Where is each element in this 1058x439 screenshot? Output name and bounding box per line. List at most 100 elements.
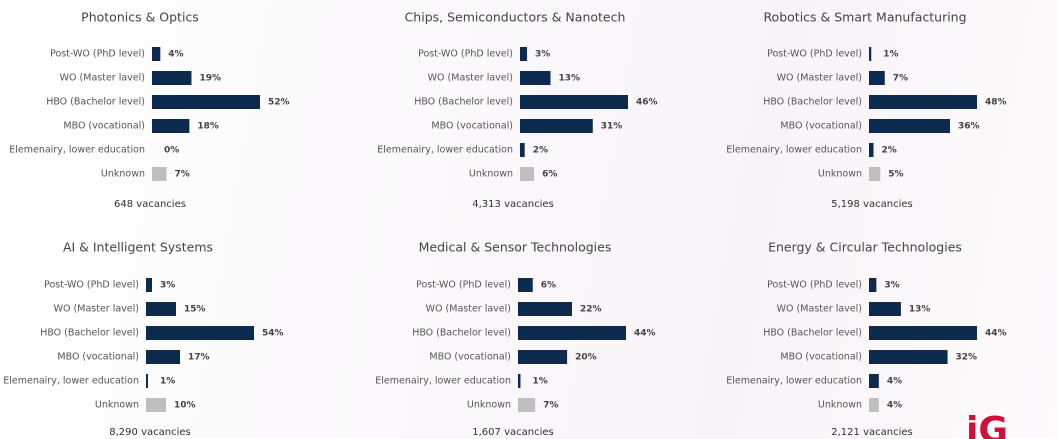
category-label: Post-WO (PhD level) bbox=[767, 280, 862, 291]
bar bbox=[152, 71, 192, 85]
value-label: 44% bbox=[634, 329, 656, 339]
logo: iG bbox=[966, 410, 1008, 439]
value-label: 6% bbox=[541, 281, 556, 291]
value-label: 3% bbox=[160, 281, 175, 291]
footnote: 648 vacancies bbox=[114, 199, 186, 210]
value-label: 32% bbox=[956, 353, 978, 363]
category-label: HBO (Bachelor level) bbox=[46, 97, 145, 108]
category-label: MBO (vocational) bbox=[63, 121, 145, 132]
category-label: HBO (Bachelor level) bbox=[414, 97, 513, 108]
bar bbox=[146, 278, 152, 292]
footnote: 4,313 vacancies bbox=[472, 199, 553, 210]
category-label: Unknown bbox=[467, 400, 511, 411]
value-label: 1% bbox=[883, 50, 898, 60]
bar bbox=[869, 278, 877, 292]
bar bbox=[520, 47, 528, 61]
footnote: 5,198 vacancies bbox=[831, 199, 912, 210]
category-label: MBO (vocational) bbox=[57, 352, 139, 363]
category-label: MBO (vocational) bbox=[429, 352, 511, 363]
bar bbox=[146, 326, 254, 340]
value-label: 4% bbox=[887, 401, 902, 411]
bar bbox=[518, 302, 572, 316]
bar bbox=[869, 71, 885, 85]
value-label: 7% bbox=[543, 401, 558, 411]
category-label: HBO (Bachelor level) bbox=[412, 328, 511, 339]
value-label: 17% bbox=[188, 353, 210, 363]
bar bbox=[146, 374, 148, 388]
category-label: WO (Master lavel) bbox=[777, 73, 862, 84]
category-label: Post-WO (PhD level) bbox=[418, 49, 513, 60]
value-label: 5% bbox=[888, 170, 903, 180]
bar bbox=[152, 95, 260, 109]
chart-title: Robotics & Smart Manufacturing bbox=[763, 10, 966, 25]
category-label: Elemenairy, lower education bbox=[9, 145, 145, 156]
category-label: Unknown bbox=[818, 169, 862, 180]
value-label: 4% bbox=[887, 377, 902, 387]
bar bbox=[146, 398, 166, 412]
value-label: 15% bbox=[184, 305, 206, 315]
bar bbox=[146, 302, 176, 316]
bar bbox=[869, 167, 881, 181]
category-label: Elemenairy, lower education bbox=[377, 145, 513, 156]
bar bbox=[869, 119, 950, 133]
value-label: 44% bbox=[985, 329, 1007, 339]
bar bbox=[869, 302, 901, 316]
category-label: WO (Master lavel) bbox=[428, 73, 513, 84]
footnote: 8,290 vacancies bbox=[109, 427, 190, 438]
value-label: 3% bbox=[884, 281, 899, 291]
value-label: 7% bbox=[893, 74, 908, 84]
chart-title: Photonics & Optics bbox=[81, 10, 199, 25]
bar bbox=[518, 278, 533, 292]
value-label: 4% bbox=[168, 50, 183, 60]
category-label: WO (Master lavel) bbox=[777, 304, 862, 315]
bar bbox=[869, 398, 879, 412]
value-label: 2% bbox=[882, 146, 897, 156]
category-label: HBO (Bachelor level) bbox=[763, 328, 862, 339]
value-label: 10% bbox=[174, 401, 196, 411]
chart-title: Energy & Circular Technologies bbox=[768, 240, 962, 255]
category-label: Unknown bbox=[818, 400, 862, 411]
bar bbox=[869, 350, 948, 364]
category-label: WO (Master lavel) bbox=[426, 304, 511, 315]
value-label: 1% bbox=[160, 377, 175, 387]
category-label: Post-WO (PhD level) bbox=[416, 280, 511, 291]
category-label: MBO (vocational) bbox=[780, 352, 862, 363]
bar bbox=[869, 95, 977, 109]
value-label: 36% bbox=[958, 122, 980, 132]
value-label: 20% bbox=[575, 353, 597, 363]
category-label: Elemenairy, lower education bbox=[3, 376, 139, 387]
bar bbox=[869, 47, 872, 61]
bar bbox=[146, 350, 180, 364]
value-label: 2% bbox=[533, 146, 548, 156]
category-label: Unknown bbox=[469, 169, 513, 180]
category-label: Unknown bbox=[101, 169, 145, 180]
value-label: 46% bbox=[636, 98, 658, 108]
category-label: Post-WO (PhD level) bbox=[44, 280, 139, 291]
footnote: 2,121 vacancies bbox=[831, 427, 912, 438]
value-label: 0% bbox=[164, 146, 179, 156]
bar bbox=[152, 47, 161, 61]
value-label: 3% bbox=[535, 50, 550, 60]
value-label: 31% bbox=[601, 122, 623, 132]
value-label: 19% bbox=[199, 74, 221, 84]
bar bbox=[520, 143, 525, 157]
category-label: Elemenairy, lower education bbox=[726, 376, 862, 387]
category-label: MBO (vocational) bbox=[780, 121, 862, 132]
value-label: 18% bbox=[197, 122, 219, 132]
bar bbox=[518, 350, 568, 364]
bar bbox=[152, 167, 167, 181]
category-label: Unknown bbox=[95, 400, 139, 411]
category-label: Elemenairy, lower education bbox=[375, 376, 511, 387]
category-label: HBO (Bachelor level) bbox=[40, 328, 139, 339]
bar bbox=[869, 374, 879, 388]
category-label: Post-WO (PhD level) bbox=[50, 49, 145, 60]
bar bbox=[869, 143, 874, 157]
chart-title: Medical & Sensor Technologies bbox=[419, 240, 612, 255]
category-label: WO (Master lavel) bbox=[60, 73, 145, 84]
category-label: HBO (Bachelor level) bbox=[763, 97, 862, 108]
bar bbox=[520, 119, 593, 133]
category-label: WO (Master lavel) bbox=[54, 304, 139, 315]
value-label: 22% bbox=[580, 305, 602, 315]
category-label: Post-WO (PhD level) bbox=[767, 49, 862, 60]
